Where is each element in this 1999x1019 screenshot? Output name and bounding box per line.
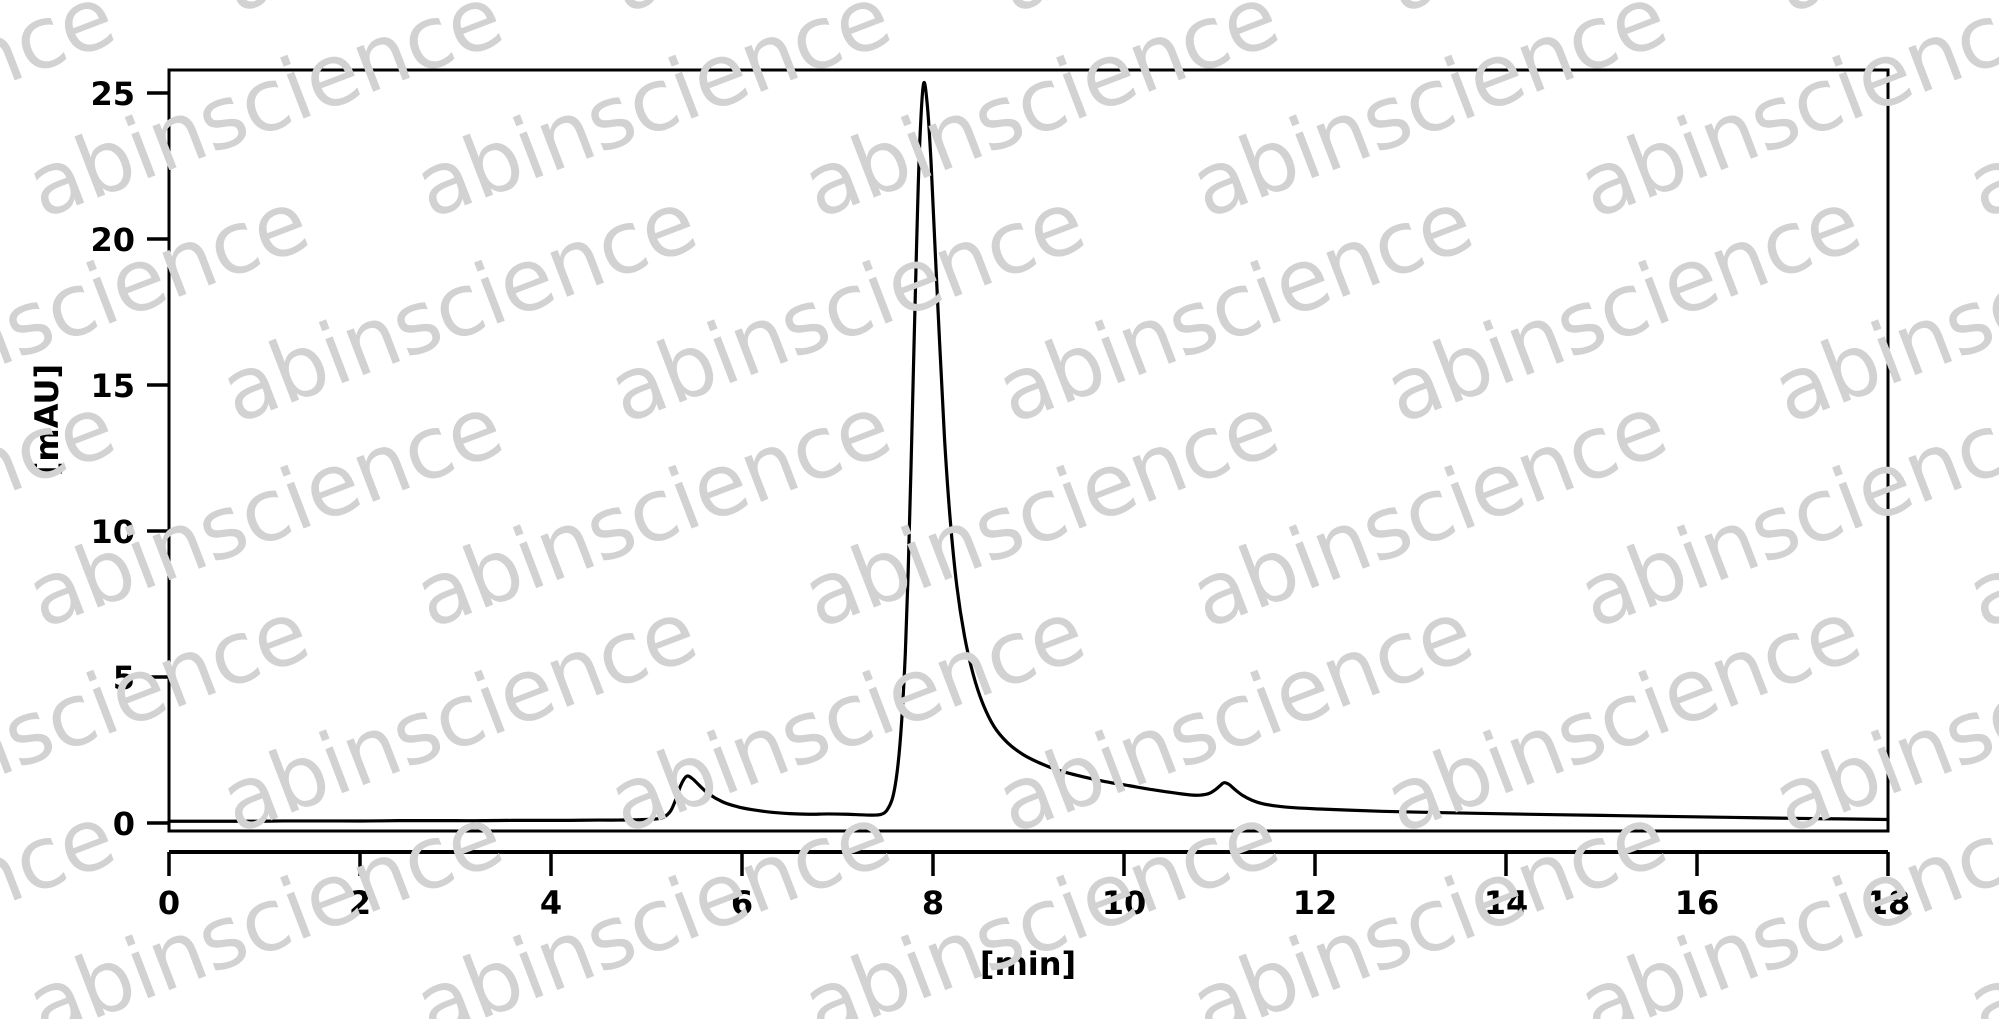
x-tick-label: 14	[1484, 884, 1529, 922]
y-tick-label: 0	[113, 805, 135, 843]
y-axis-title: [mAU]	[28, 364, 66, 476]
y-tick-label: 25	[90, 75, 135, 113]
y-axis-ticks: 0 5 10 15 20 25	[90, 75, 169, 843]
chromatogram-trace	[167, 81, 1890, 823]
x-tick-label: 4	[540, 884, 562, 922]
x-tick-label: 0	[158, 884, 180, 922]
x-tick-label: 10	[1102, 884, 1147, 922]
x-tick-label: 8	[922, 884, 944, 922]
plot-frame	[167, 68, 1890, 833]
y-tick-label: 20	[90, 221, 135, 259]
x-axis-ticks: 0 2 4 6 8 10 12 14 16 18	[158, 852, 1910, 922]
x-tick-label: 18	[1866, 884, 1911, 922]
x-tick-label: 16	[1675, 884, 1720, 922]
x-axis-title: [min]	[980, 945, 1076, 983]
x-tick-label: 12	[1293, 884, 1338, 922]
y-tick-label: 10	[90, 513, 135, 551]
y-tick-label: 15	[90, 367, 135, 405]
x-tick-label: 6	[731, 884, 753, 922]
y-tick-label: 5	[113, 659, 135, 697]
x-tick-label: 2	[349, 884, 371, 922]
